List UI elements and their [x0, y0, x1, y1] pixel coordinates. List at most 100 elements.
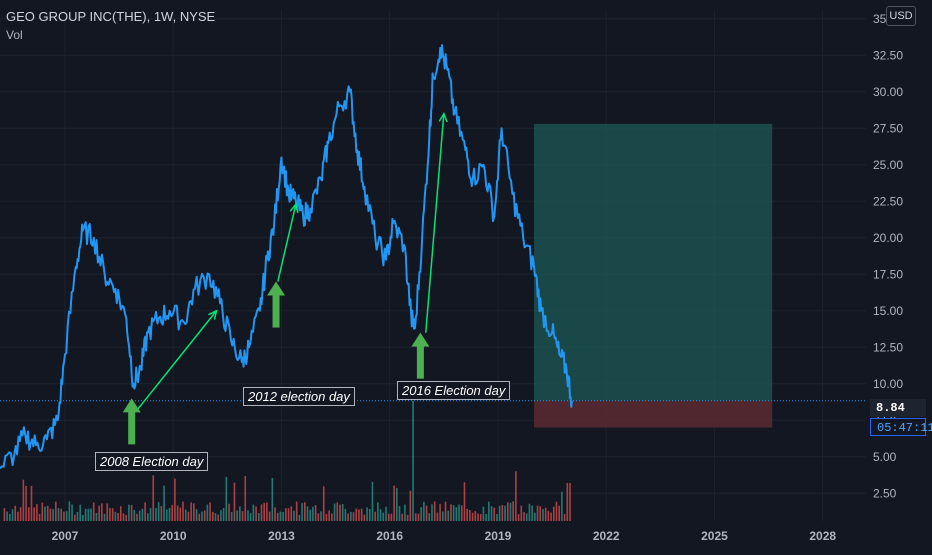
last-price-tag: 8.84	[870, 399, 926, 417]
volume-bar	[466, 508, 468, 521]
volume-bar	[325, 513, 328, 521]
volume-bar	[447, 510, 450, 521]
volume-bar	[333, 503, 336, 521]
volume-bar	[49, 508, 52, 521]
volume-bar	[92, 502, 95, 521]
volume-bar	[517, 514, 520, 521]
y-tick-label-7: 20.00	[873, 231, 903, 245]
volume-bar	[117, 513, 119, 521]
volume-bar	[222, 508, 225, 521]
y-tick-label-4: 12.50	[873, 340, 903, 354]
volume-label[interactable]: Vol	[6, 28, 23, 42]
volume-bar	[174, 478, 176, 521]
volume-bar	[9, 513, 11, 521]
volume-bar	[379, 509, 382, 521]
currency-button[interactable]: USD	[886, 6, 916, 26]
volume-bar	[266, 502, 268, 521]
annotation-2012-election[interactable]: 2012 election day	[243, 387, 355, 406]
volume-bar	[501, 505, 504, 521]
volume-bar	[125, 514, 127, 521]
volume-bar	[63, 511, 65, 521]
volume-bar	[390, 513, 393, 521]
volume-bar	[377, 502, 379, 521]
volume-bar	[41, 502, 44, 521]
volume-bar	[168, 507, 171, 521]
volume-bar	[14, 505, 17, 521]
volume-bar	[458, 504, 460, 521]
volume-bar	[155, 508, 157, 521]
volume-bar	[171, 504, 173, 521]
volume-bar	[19, 507, 22, 521]
volume-bar	[436, 512, 439, 521]
volume-bar	[404, 504, 406, 521]
volume-bar	[79, 504, 81, 521]
volume-bar	[433, 501, 436, 521]
volume-bar	[73, 514, 76, 521]
volume-bar	[314, 505, 317, 521]
election-arrow-head-1	[267, 281, 286, 296]
volume-bar	[312, 506, 314, 521]
volume-bar	[157, 502, 160, 521]
volume-bar	[509, 502, 512, 521]
volume-bar	[136, 513, 138, 521]
volume-bar	[244, 475, 247, 521]
volume-bar	[128, 504, 130, 521]
volume-bar	[287, 508, 290, 521]
volume-bar	[52, 509, 54, 521]
volume-bar	[57, 508, 60, 521]
volume-bar	[33, 507, 35, 521]
volume-bar	[298, 514, 301, 521]
volume-bar	[442, 511, 444, 521]
annotation-2016-election[interactable]: 2016 Election day	[397, 381, 511, 400]
volume-bar	[84, 508, 87, 521]
volume-bar	[360, 508, 363, 521]
volume-bar	[260, 504, 263, 521]
volume-bar	[506, 502, 509, 521]
x-tick-label-0: 2007	[52, 529, 79, 543]
volume-bar	[536, 505, 539, 521]
volume-bar	[412, 401, 414, 521]
symbol-title[interactable]: GEO GROUP INC(THE), 1W, NYSE	[6, 9, 216, 24]
volume-bar	[133, 509, 136, 521]
volume-bar	[268, 511, 271, 521]
volume-bar	[301, 503, 303, 521]
volume-bar	[309, 509, 312, 521]
volume-bar	[22, 479, 25, 521]
volume-bar	[528, 503, 531, 521]
volume-bar	[520, 505, 523, 521]
volume-bar	[406, 514, 409, 521]
volume-bar	[474, 511, 477, 521]
volume-bar	[82, 514, 84, 521]
volume-bar	[382, 512, 385, 521]
volume-bar	[306, 506, 309, 521]
volume-bar	[401, 513, 404, 521]
y-tick-label-10: 27.50	[873, 121, 903, 135]
volume-bar	[555, 501, 558, 521]
x-tick-label-7: 2028	[809, 529, 836, 543]
y-tick-label-0: 2.50	[873, 486, 897, 500]
volume-bar	[396, 488, 398, 521]
volume-bar	[374, 511, 376, 521]
volume-bar	[209, 502, 211, 521]
volume-bar	[350, 511, 352, 521]
volume-bar	[252, 504, 255, 521]
volume-bar	[558, 505, 560, 521]
volume-bar	[460, 505, 463, 521]
volume-bar	[504, 505, 506, 521]
volume-bar	[220, 510, 222, 521]
volume-bar	[228, 503, 230, 521]
annotation-2008-election[interactable]: 2008 Election day	[95, 452, 209, 471]
x-tick-label-3: 2016	[376, 529, 403, 543]
volume-bar	[17, 511, 19, 521]
volume-bar	[247, 510, 249, 521]
volume-bar	[471, 512, 474, 521]
volume-bar	[444, 501, 447, 521]
volume-bar	[60, 508, 63, 521]
volume-bar	[547, 510, 550, 521]
volume-bar	[206, 504, 209, 521]
volume-bar	[27, 507, 30, 521]
volume-bar	[276, 512, 279, 521]
volume-bar	[236, 510, 238, 521]
